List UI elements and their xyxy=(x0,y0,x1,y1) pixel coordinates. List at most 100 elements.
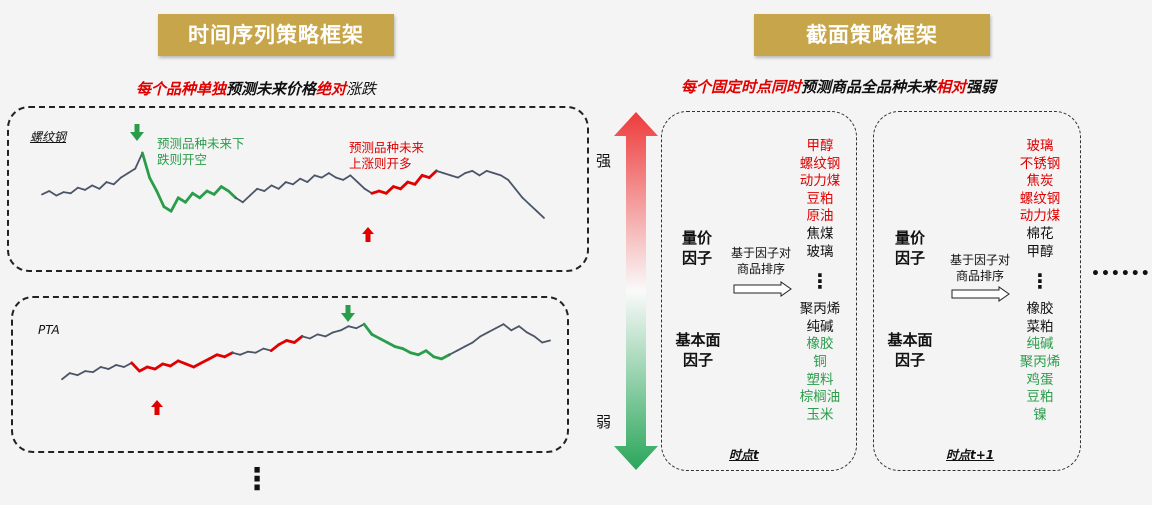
price-segment xyxy=(324,331,335,338)
price-segment xyxy=(320,172,330,179)
short-position-segment xyxy=(169,196,180,213)
t-middle-group: 焦煤 玻璃 xyxy=(788,226,852,261)
t-factor1-line2: 因子 xyxy=(681,249,712,267)
t-ranking-line1: 基于因子对 xyxy=(730,246,791,260)
short-position-segment xyxy=(191,191,202,200)
short-position-segment xyxy=(184,191,195,204)
price-segment xyxy=(456,345,466,352)
left-title: 时间序列策略框架 xyxy=(158,14,394,56)
price-segment xyxy=(339,325,350,332)
price-segment xyxy=(327,172,337,179)
price-segment xyxy=(234,196,244,204)
right-subtitle-part1: 每个固定时点同时 xyxy=(681,78,802,96)
price-segment xyxy=(231,351,242,356)
long-position-segment xyxy=(207,353,219,361)
t1-factor2-line2: 因子 xyxy=(894,351,925,369)
price-segment xyxy=(510,325,520,332)
price-segment xyxy=(76,370,87,377)
rebar-chart-panel xyxy=(7,106,589,272)
t1-commodity-item: 甲醇 xyxy=(1026,243,1054,260)
t1-list-vdots: ⋮ xyxy=(1030,269,1050,294)
price-segment xyxy=(448,349,458,356)
pta-long-arrow-icon xyxy=(151,400,163,415)
price-segment xyxy=(107,364,118,370)
long-position-segment xyxy=(269,343,281,353)
long-position-segment xyxy=(413,173,424,186)
price-segment xyxy=(356,181,366,190)
t1-ranked-list: 玻璃 不锈钢 焦炭 螺纹钢 动力煤 棉花 甲醇 ⋮ 橡胶 菜粕 纯碱 聚丙烯 鸡蛋 豆粕镍 xyxy=(1006,138,1074,424)
t1-commodity-item: 菜粕 xyxy=(1026,318,1054,335)
price-segment xyxy=(55,191,65,197)
t-commodity-item: 棕榈油 xyxy=(799,389,841,406)
price-segment xyxy=(84,184,94,191)
long-position-segment xyxy=(200,357,211,365)
price-segment xyxy=(449,174,459,179)
price-segment xyxy=(349,174,359,183)
price-segment xyxy=(518,325,528,334)
t-commodity-item: 动力煤 xyxy=(799,173,841,190)
price-segment xyxy=(494,323,505,330)
price-segment xyxy=(247,350,257,354)
short-position-segment xyxy=(424,349,436,359)
time-t1-panel xyxy=(873,111,1081,471)
time-t-panel xyxy=(661,111,857,471)
long-position-segment xyxy=(384,185,395,195)
t1-factor1-line2: 因子 xyxy=(894,249,925,267)
price-segment xyxy=(500,174,510,181)
price-segment xyxy=(308,333,319,340)
short-position-segment xyxy=(370,332,381,340)
price-segment xyxy=(355,323,365,330)
long-position-segment xyxy=(138,365,149,373)
t-commodity-item: 玻璃 xyxy=(806,243,834,260)
t1-ranking-line2: 商品排序 xyxy=(955,269,1004,283)
t-bottom-group: 橡胶铜塑料 棕榈油 玉米 xyxy=(788,336,852,424)
price-segment xyxy=(514,187,524,199)
price-segment xyxy=(335,176,345,181)
price-segment xyxy=(254,347,265,354)
t1-ranking-arrow-icon xyxy=(951,286,1010,302)
more-timepoints-ellipsis: •••••• xyxy=(1091,266,1151,282)
t-commodity-item: 铜 xyxy=(813,353,827,370)
price-segment xyxy=(62,191,72,195)
price-segment xyxy=(98,181,108,190)
t1-commodity-item: 聚丙烯 xyxy=(1019,353,1061,370)
price-segment xyxy=(316,333,327,338)
right-subtitle-part2: 预测商品全品种未来 xyxy=(801,78,937,96)
t-commodity-item: 橡胶 xyxy=(806,336,834,353)
t-commodity-item: 聚丙烯 xyxy=(799,301,841,318)
long-annotation-line2: 上涨则开多 xyxy=(349,156,412,171)
short-position-segment xyxy=(162,205,173,213)
price-segment xyxy=(363,187,373,195)
price-segment xyxy=(533,335,544,344)
price-segment xyxy=(492,172,502,177)
t1-commodity-item: 螺纹钢 xyxy=(1019,190,1061,207)
t-ranking-line2: 商品排序 xyxy=(736,262,785,276)
t-commodity-item: 螺纹钢 xyxy=(799,155,841,172)
price-segment xyxy=(127,167,137,175)
more-charts-dots: ⋮ xyxy=(242,462,272,497)
time-t1-label: 时点t+1 xyxy=(946,448,995,462)
t-commodity-item: 豆粕 xyxy=(806,190,834,207)
price-segment xyxy=(471,169,481,177)
price-segment xyxy=(263,184,273,192)
price-segment xyxy=(502,323,513,332)
short-position-segment xyxy=(219,185,230,193)
t1-commodity-item: 鸡蛋 xyxy=(1026,371,1054,388)
t1-middle-group: 棉花 甲醇 xyxy=(1006,226,1074,261)
price-segment xyxy=(249,187,259,197)
t1-commodity-item: 不锈钢 xyxy=(1019,155,1061,172)
t-factor1-line1: 量价 xyxy=(681,229,712,247)
short-position-segment xyxy=(416,349,428,357)
long-position-segment xyxy=(169,359,180,368)
short-position-segment xyxy=(378,337,389,344)
price-segment xyxy=(84,370,94,373)
time-t-label: 时点t xyxy=(729,448,759,462)
left-subtitle-part2: 预测未来价格 xyxy=(226,80,317,98)
price-segment xyxy=(256,187,266,192)
short-position-segment xyxy=(362,322,374,336)
price-segment xyxy=(277,181,287,190)
price-segment xyxy=(463,341,474,348)
left-subtitle-part4: 涨跌 xyxy=(346,80,377,98)
price-segment xyxy=(284,181,294,186)
short-position-segment xyxy=(155,189,166,209)
